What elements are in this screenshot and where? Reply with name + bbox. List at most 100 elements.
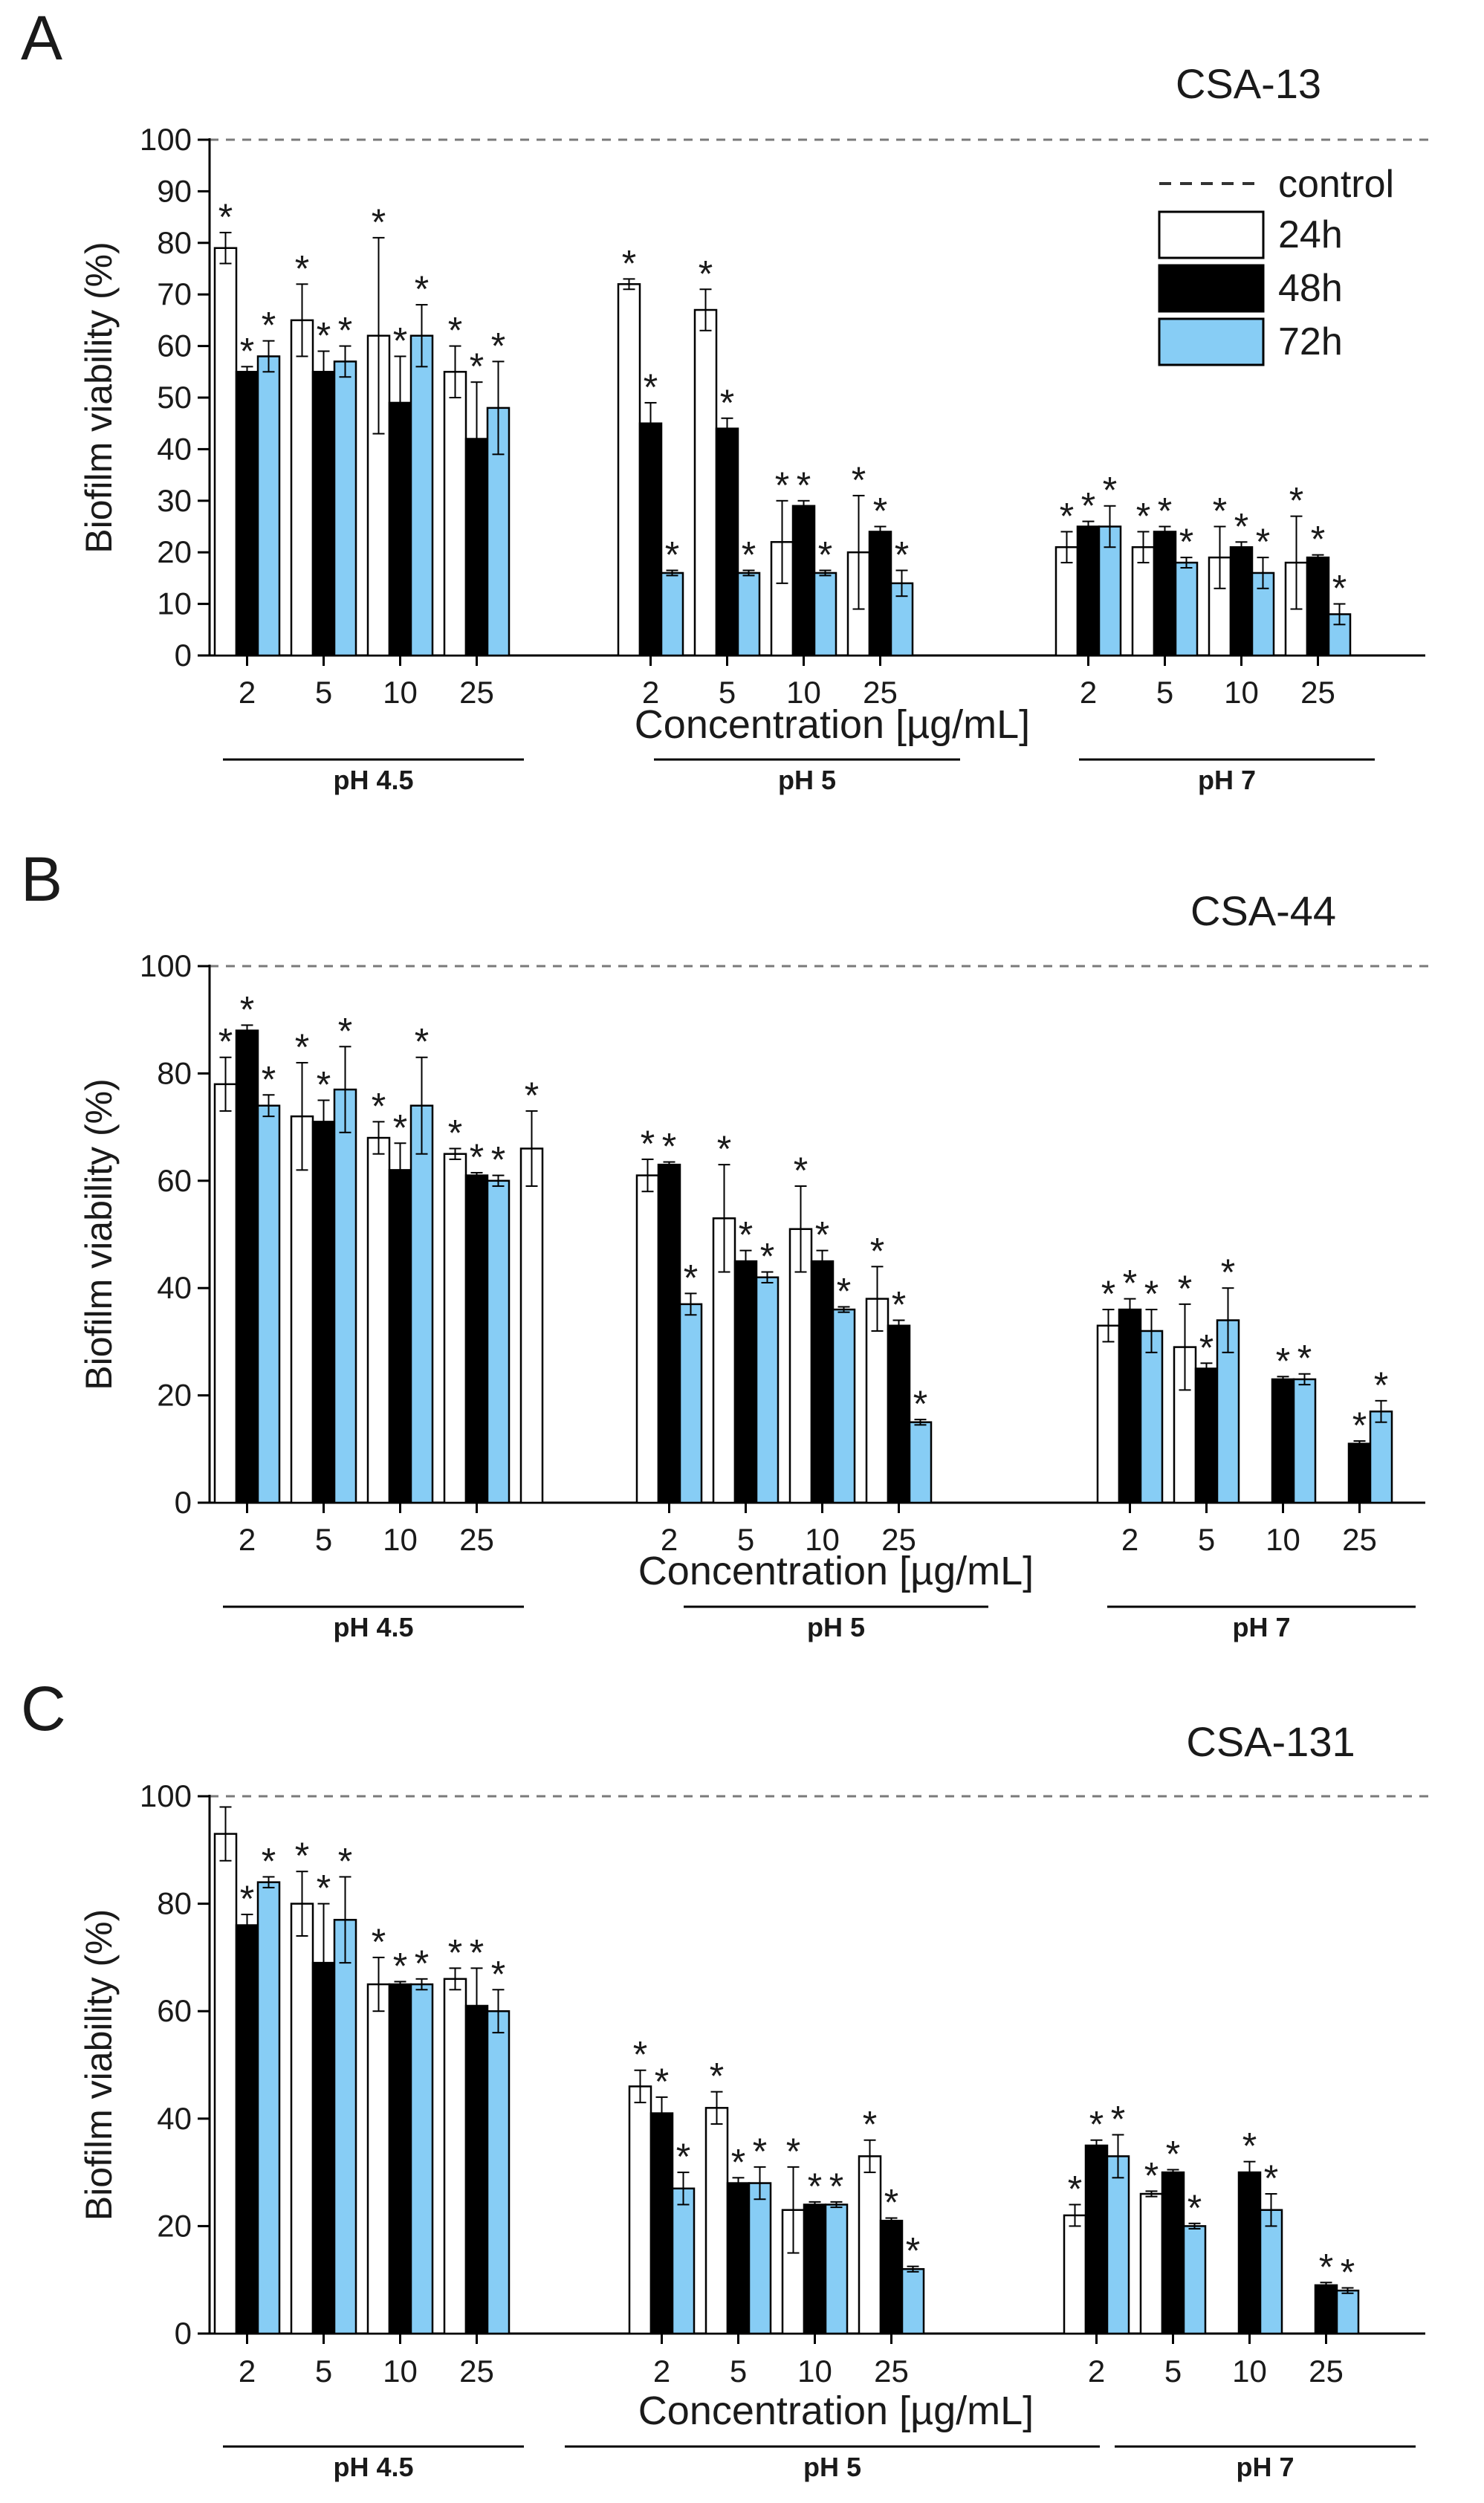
significance-star: * [317,315,331,357]
bar-24h [443,1153,467,1504]
bar-72h [256,1104,281,1504]
error-bar [718,1164,730,1273]
error-bar [1124,1298,1136,1321]
bar-72h [748,2182,772,2335]
bar-48h [235,1924,259,2335]
bar-24h [443,1978,467,2335]
significance-star: * [415,268,429,310]
legend-control-label: control [1278,163,1394,206]
significance-star: * [739,1214,753,1256]
x-tick-label: 10 [805,1522,840,1557]
significance-star: * [863,2104,877,2146]
significance-star: * [372,201,386,243]
bar-48h [1161,2171,1185,2335]
bar-24h [858,2155,882,2335]
significance-star: * [240,330,254,372]
bar-72h [1106,2155,1130,2335]
y-tick-label: 50 [157,380,192,415]
error-bar [666,569,678,577]
bar-72h [486,1179,511,1504]
significance-star: * [1319,2246,1333,2287]
error-bar [742,569,755,577]
bar-48h [311,1121,336,1504]
x-tick-label: 5 [1156,675,1173,710]
significance-star: * [1089,2104,1104,2146]
bar-48h [1229,546,1254,657]
y-tick-label: 80 [157,1886,192,1921]
error-bar [776,499,788,584]
error-bar [874,525,887,538]
group-label: pH 4.5 [333,2452,413,2482]
error-bar [415,304,428,368]
significance-star: * [1081,485,1095,527]
error-bar [1235,541,1248,554]
bar-48h [311,371,336,657]
bar-48h [1306,556,1330,657]
error-bar [1082,520,1095,533]
significance-star: * [655,2061,669,2102]
bar-48h [810,1260,835,1504]
error-bar [895,569,908,598]
x-tick-label: 25 [1342,1522,1377,1557]
x-tick-label: 10 [1224,675,1259,710]
bar-72h [671,2187,696,2335]
x-tick-label: 5 [719,675,736,710]
x-tick-label: 25 [1300,675,1335,710]
x-tick-label: 5 [1198,1522,1215,1557]
error-bar [241,1024,253,1037]
bar-48h [311,1961,336,2335]
legend: control 24h 48h 72h [1158,163,1394,366]
error-bar [339,1876,351,1964]
error-bar [296,283,308,357]
significance-star: * [393,320,407,361]
error-bar [655,2096,668,2131]
bar-24h [290,1115,314,1504]
chart-panel-c: C CSA-131 0 20 40 60 80 100 Biofilm viability (%… [21,1674,1430,2482]
bar-72h [678,1303,703,1504]
error-bar [317,350,330,394]
error-bar [317,1099,330,1144]
x-tick-label: 5 [737,1522,754,1557]
y-tick-label: 40 [157,2101,192,2136]
significance-star: * [262,1840,276,1882]
significance-star: * [262,305,276,346]
significance-star: * [491,1139,505,1181]
bar-72h [1182,2225,1207,2335]
x-tick-label: 2 [1080,675,1097,710]
bar-72h [1292,1378,1317,1504]
x-tick-label: 25 [863,675,898,710]
significance-star: * [676,2136,690,2177]
error-bar [739,1249,752,1273]
significance-star: * [218,1021,233,1063]
error-bar [394,355,406,450]
significance-star: * [641,1123,655,1165]
bar-24h [617,283,641,657]
significance-star: * [1111,2098,1125,2140]
bar-72h [1335,2289,1360,2335]
significance-star: * [870,1230,884,1272]
legend-swatch-48h [1158,264,1265,313]
bar-24h [443,371,467,657]
significance-star: * [415,1943,429,1984]
y-tick-label: 80 [157,1055,192,1090]
significance-star: * [470,346,484,387]
significance-star: * [470,1932,484,1973]
significance-star: * [393,1107,407,1148]
significance-star: * [1060,495,1074,537]
legend-swatch-24h [1158,210,1265,259]
significance-star: * [1256,521,1270,563]
x-tick-label: 10 [1232,2354,1267,2389]
significance-star: * [338,310,352,352]
error-bar [1243,2160,1256,2184]
bar-72h [409,334,434,657]
error-bar [623,278,635,291]
legend-label-48h: 48h [1278,267,1343,310]
error-bar [449,1967,461,1991]
error-bar [339,345,351,378]
bar-72h [813,571,837,657]
bar-72h [901,2267,925,2335]
significance-star: * [644,366,658,408]
group-label: pH 7 [1236,2452,1294,2482]
chart-panel-b: B CSA-44 0 20 40 60 80 100 Biofilm viability (%)… [21,844,1430,1642]
y-tick-label: 20 [157,534,192,569]
